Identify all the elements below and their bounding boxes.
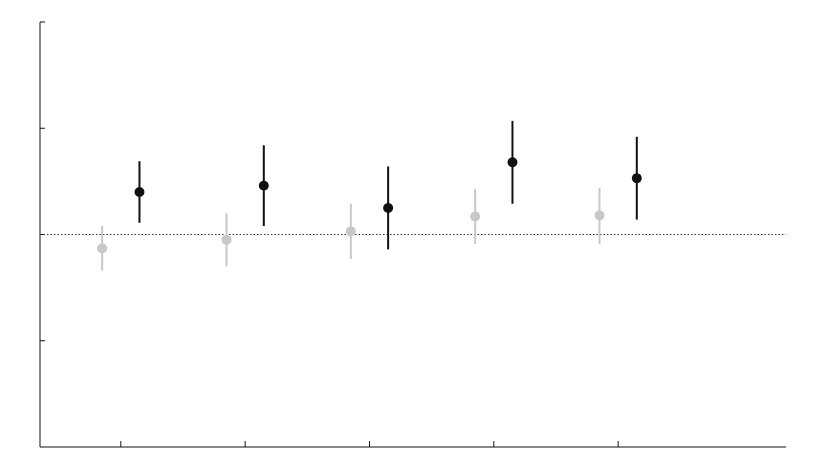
series-1-point-2 — [383, 202, 394, 213]
series-0-point-2 — [345, 226, 356, 237]
data-marks — [97, 120, 642, 271]
series-1-point-1 — [258, 180, 269, 191]
series-1-point-4 — [631, 173, 642, 184]
series-0-point-0 — [97, 243, 108, 254]
series-0-point-4 — [594, 210, 605, 221]
series-0-point-3 — [470, 211, 481, 222]
series-1-point-3 — [507, 157, 518, 168]
series-0-point-1 — [221, 234, 232, 245]
series-1-point-0 — [134, 187, 145, 197]
